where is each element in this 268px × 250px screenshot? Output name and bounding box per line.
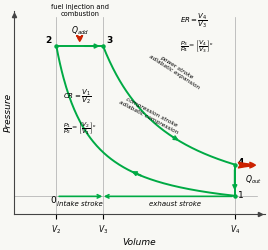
Text: 2: 2 [45, 36, 51, 45]
Text: fuel injection and
combustion: fuel injection and combustion [51, 4, 109, 17]
Text: $\dfrac{p_3}{p_4} = \left[\dfrac{V_4}{V_3}\right]^\kappa$: $\dfrac{p_3}{p_4} = \left[\dfrac{V_4}{V_… [180, 38, 213, 54]
Text: intake stroke: intake stroke [57, 201, 103, 207]
Text: $\dfrac{p_1}{p_2} = \left[\dfrac{V_2}{V_1}\right]^\kappa$: $\dfrac{p_1}{p_2} = \left[\dfrac{V_2}{V_… [63, 120, 96, 136]
Text: $Q_{out}$: $Q_{out}$ [245, 174, 262, 186]
Y-axis label: Pressure: Pressure [3, 93, 13, 132]
Text: compression stroke
adiabatic compression: compression stroke adiabatic compression [118, 94, 182, 135]
Text: $CR = \dfrac{V_1}{V_2}$: $CR = \dfrac{V_1}{V_2}$ [63, 88, 91, 106]
Text: 1: 1 [238, 191, 244, 200]
X-axis label: Volume: Volume [122, 238, 156, 246]
Text: 4: 4 [238, 158, 244, 167]
Text: 3: 3 [106, 36, 113, 45]
Text: $ER = \dfrac{V_4}{V_3}$: $ER = \dfrac{V_4}{V_3}$ [180, 12, 207, 30]
Text: $Q_{add}$: $Q_{add}$ [71, 24, 89, 37]
Text: power stroke
adiabatic expansion: power stroke adiabatic expansion [147, 49, 203, 90]
Text: exhaust stroke: exhaust stroke [149, 201, 201, 207]
Text: 0: 0 [50, 196, 56, 205]
